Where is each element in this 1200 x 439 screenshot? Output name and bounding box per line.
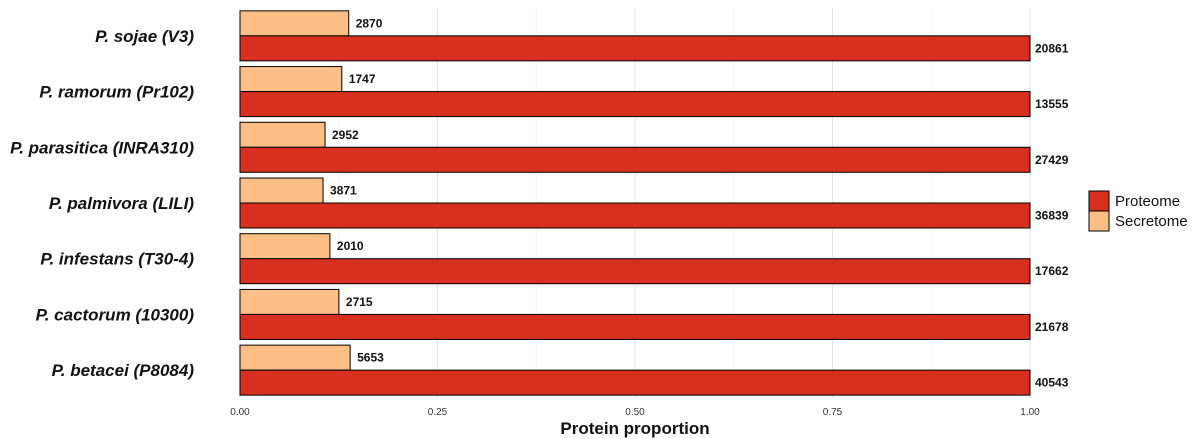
x-tick-label: 0.25 <box>428 407 448 418</box>
category-label: P. infestans (T30-4) <box>40 250 194 269</box>
category-label: P. parasitica (INRA310) <box>10 138 194 157</box>
proteome-bar <box>239 35 1031 62</box>
category-label: P. betacei (P8084) <box>52 361 195 380</box>
bars: 2870 20861 1747 13555 2952 27429 3871 36839 2010… <box>239 10 1069 396</box>
proteome-bar <box>239 313 1031 340</box>
x-axis-ticks: 0.00 0.25 0.50 0.75 1.00 <box>230 407 1040 418</box>
proteome-bar <box>239 146 1031 173</box>
proteome-value-label: 27429 <box>1035 153 1069 167</box>
legend-label-proteome: Proteome <box>1115 193 1180 210</box>
secretome-value-label: 5653 <box>357 351 384 365</box>
x-tick-label: 0.75 <box>823 407 843 418</box>
x-tick-label: 0.50 <box>625 407 645 418</box>
secretome-bar <box>239 66 343 93</box>
category-label: P. sojae (V3) <box>95 27 194 46</box>
proteome-value-label: 13555 <box>1035 97 1069 111</box>
secretome-bar <box>239 177 324 204</box>
x-tick-label: 0.00 <box>230 407 250 418</box>
secretome-value-label: 2952 <box>332 128 359 142</box>
legend: Proteome Secretome <box>1088 190 1188 232</box>
secretome-value-label: 2715 <box>346 295 373 309</box>
secretome-bar <box>239 344 351 371</box>
x-tick-label: 1.00 <box>1020 407 1040 418</box>
secretome-bar <box>239 10 350 37</box>
category-label: P. palmivora (LILI) <box>49 194 195 213</box>
secretome-bar <box>239 288 340 315</box>
proteome-bar <box>239 258 1031 285</box>
proteome-bar <box>239 369 1031 396</box>
proteome-value-label: 17662 <box>1035 264 1069 278</box>
proteome-value-label: 21678 <box>1035 320 1069 334</box>
proteome-value-label: 40543 <box>1035 376 1069 390</box>
secretome-value-label: 2870 <box>356 16 383 30</box>
proteome-bar <box>239 202 1031 229</box>
secretome-bar <box>239 233 331 260</box>
category-label: P. ramorum (Pr102) <box>39 83 194 102</box>
proteome-bar <box>239 91 1031 118</box>
legend-label-secretome: Secretome <box>1115 213 1188 230</box>
secretome-value-label: 3871 <box>330 184 357 198</box>
proteome-value-label: 36839 <box>1035 209 1069 223</box>
secretome-bar <box>239 121 326 148</box>
secretome-value-label: 1747 <box>349 72 376 86</box>
proteome-value-label: 20861 <box>1035 41 1069 55</box>
category-labels: P. sojae (V3) P. ramorum (Pr102) P. parasi… <box>10 27 194 380</box>
legend-swatch-proteome <box>1088 190 1110 212</box>
category-label: P. cactorum (10300) <box>36 305 195 324</box>
legend-swatch-secretome <box>1088 210 1110 232</box>
x-axis-title: Protein proportion <box>560 419 709 438</box>
secretome-value-label: 2010 <box>337 239 364 253</box>
